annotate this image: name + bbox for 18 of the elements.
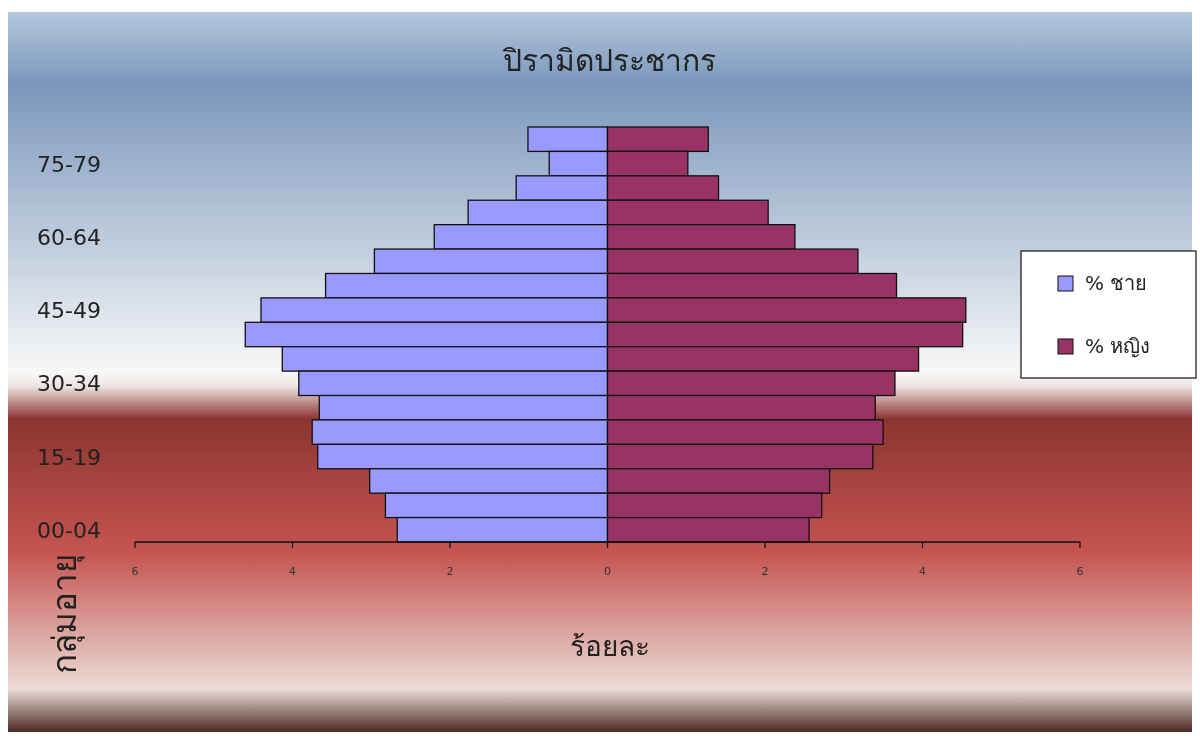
- x-tick-label: 4: [289, 565, 296, 578]
- legend-label: % ชาย: [1085, 271, 1148, 295]
- x-tick-label: 2: [761, 565, 769, 578]
- x-tick-label: 4: [919, 565, 926, 578]
- title: ปิรามิดประชากร: [503, 43, 716, 78]
- y-tick-label: 30-34: [37, 371, 101, 397]
- x-tick-label: 6: [1076, 565, 1084, 578]
- x-tick-label: 2: [446, 565, 454, 578]
- y-tick-label: 75-79: [37, 151, 101, 177]
- y-tick-label: 00-04: [37, 517, 101, 543]
- y-tick-label: 60-64: [37, 224, 101, 250]
- y-tick-label: 45-49: [37, 298, 101, 324]
- x-tick-label: 0: [604, 565, 611, 578]
- y-tick-label: 15-19: [37, 444, 101, 470]
- xlabel: ร้อยละ: [569, 630, 650, 663]
- legend-label: % หญิง: [1085, 334, 1151, 358]
- ylabel: กลุ่มอายุ: [45, 554, 84, 674]
- x-tick-label: 6: [131, 565, 139, 578]
